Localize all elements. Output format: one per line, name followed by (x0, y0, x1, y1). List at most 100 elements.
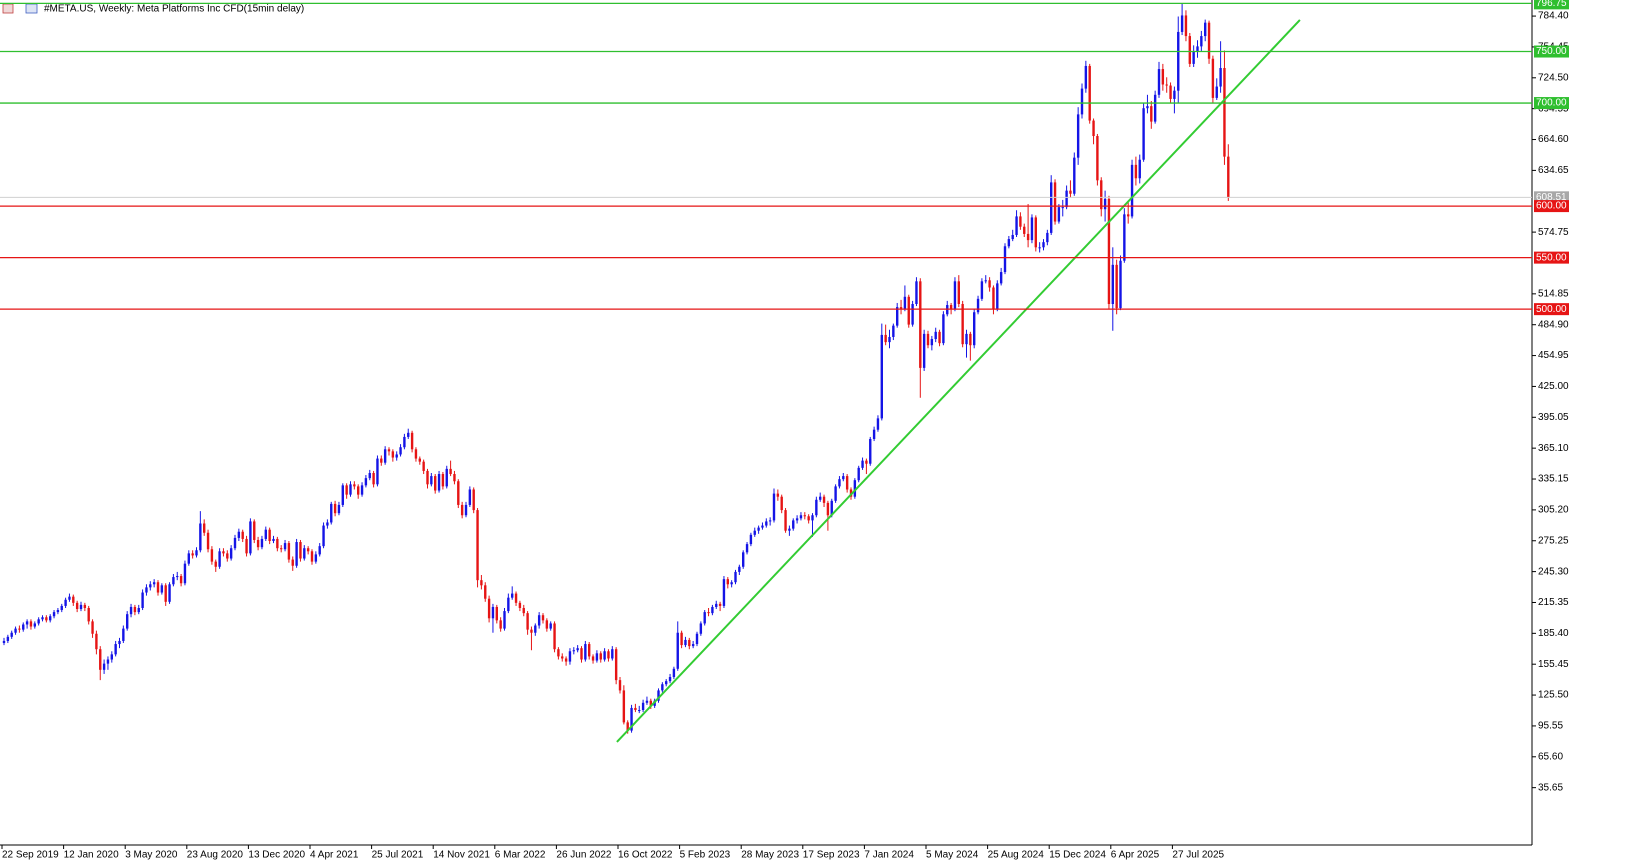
candle-body (337, 504, 341, 514)
candle-body (795, 518, 799, 521)
candle-body (253, 521, 256, 540)
candle-body (1026, 233, 1030, 241)
candle-body (137, 607, 140, 613)
candle-body (368, 472, 371, 479)
candle-body (1130, 164, 1134, 217)
candle-body (938, 331, 941, 344)
candle-body (345, 485, 348, 495)
candle-body (884, 334, 887, 343)
y-tick-label: 95.55 (1538, 721, 1563, 732)
y-tick-label: 35.65 (1538, 782, 1563, 793)
candle-body (195, 550, 198, 556)
candle-body (626, 722, 629, 731)
y-tick-label: 484.90 (1538, 319, 1569, 330)
candle-body (99, 649, 102, 670)
candle-body (287, 543, 291, 560)
candle-body (276, 538, 279, 549)
candle-body (129, 606, 133, 615)
candle-body (892, 325, 895, 337)
candle-body (210, 549, 214, 562)
candle-body (957, 281, 960, 304)
candle-body (1069, 190, 1072, 194)
candle-body (1076, 114, 1080, 158)
y-tick-label: 215.35 (1538, 597, 1569, 608)
candle-body (434, 476, 437, 491)
candle-body (1134, 164, 1138, 179)
candle-body (738, 566, 741, 572)
candle-body (1053, 182, 1057, 222)
candle-body (919, 281, 922, 368)
candle-body (295, 542, 298, 566)
candle-body (1115, 264, 1118, 309)
y-tick-label: 365.10 (1538, 443, 1569, 454)
candle-body (599, 653, 602, 660)
candle-body (87, 607, 90, 622)
y-tick-label: 425.00 (1538, 381, 1569, 392)
candle-body (18, 628, 21, 630)
candle-body (603, 651, 606, 660)
candle-body (1180, 15, 1184, 32)
candle-body (1073, 157, 1076, 194)
candle-body (357, 486, 360, 495)
candle-body (949, 305, 953, 310)
candle-body (303, 548, 306, 559)
candle-body (283, 543, 287, 550)
candle-body (472, 489, 475, 511)
y-tick-label: 125.50 (1538, 690, 1569, 701)
candle-body (383, 449, 387, 463)
icon (25, 3, 38, 14)
level-label-box (1534, 303, 1569, 316)
candle-body (788, 528, 791, 531)
x-tick-label: 26 Jun 2022 (556, 850, 611, 861)
candle-body (83, 604, 87, 608)
candle-body (2, 640, 6, 644)
x-tick-label: 23 Aug 2020 (187, 850, 244, 861)
candle-body (541, 615, 545, 621)
candle-body (1046, 232, 1049, 243)
candle-body (695, 633, 699, 645)
candle-body (484, 585, 487, 599)
candle-body (241, 531, 244, 539)
candle-body (441, 474, 445, 487)
y-tick-label: 514.85 (1538, 288, 1569, 299)
x-tick-label: 6 Mar 2022 (495, 850, 546, 861)
candle-body (364, 478, 368, 486)
candle-body (614, 649, 618, 681)
candle-body (280, 548, 283, 550)
candle-body (926, 333, 930, 346)
candle-body (869, 438, 872, 464)
candle-body (622, 690, 626, 723)
candle-body (318, 546, 321, 555)
y-tick-label: 305.20 (1538, 505, 1569, 516)
candle-body (164, 585, 167, 602)
candle-body (1219, 68, 1222, 87)
y-tick-label: 245.30 (1538, 566, 1569, 577)
candle-body (572, 650, 575, 652)
candle-body (218, 551, 221, 567)
y-tick-label: 275.25 (1538, 535, 1569, 546)
candle-body (310, 551, 314, 562)
candle-body (969, 333, 972, 346)
candle-body (857, 467, 860, 481)
candle-body (730, 582, 733, 585)
x-tick-label: 15 Dec 2024 (1049, 850, 1106, 861)
trendline (616, 19, 1301, 743)
candle-body (1107, 198, 1111, 304)
candle-body (915, 281, 918, 304)
candle-body (206, 532, 210, 550)
candle-body (942, 314, 945, 344)
x-tick-label: 17 Sep 2023 (803, 850, 860, 861)
candle-body (711, 606, 714, 614)
candle-body (838, 479, 841, 487)
candle-body (749, 534, 753, 545)
candle-body (203, 523, 206, 533)
candle-body (861, 460, 864, 468)
candle-body (1184, 15, 1188, 37)
candle-body (996, 283, 999, 310)
candle-body (1188, 36, 1191, 64)
candle-body (568, 651, 572, 662)
candle-body (645, 700, 649, 703)
x-tick-label: 12 Jan 2020 (64, 850, 119, 861)
candle-body (1030, 217, 1034, 241)
candle-body (984, 280, 987, 282)
